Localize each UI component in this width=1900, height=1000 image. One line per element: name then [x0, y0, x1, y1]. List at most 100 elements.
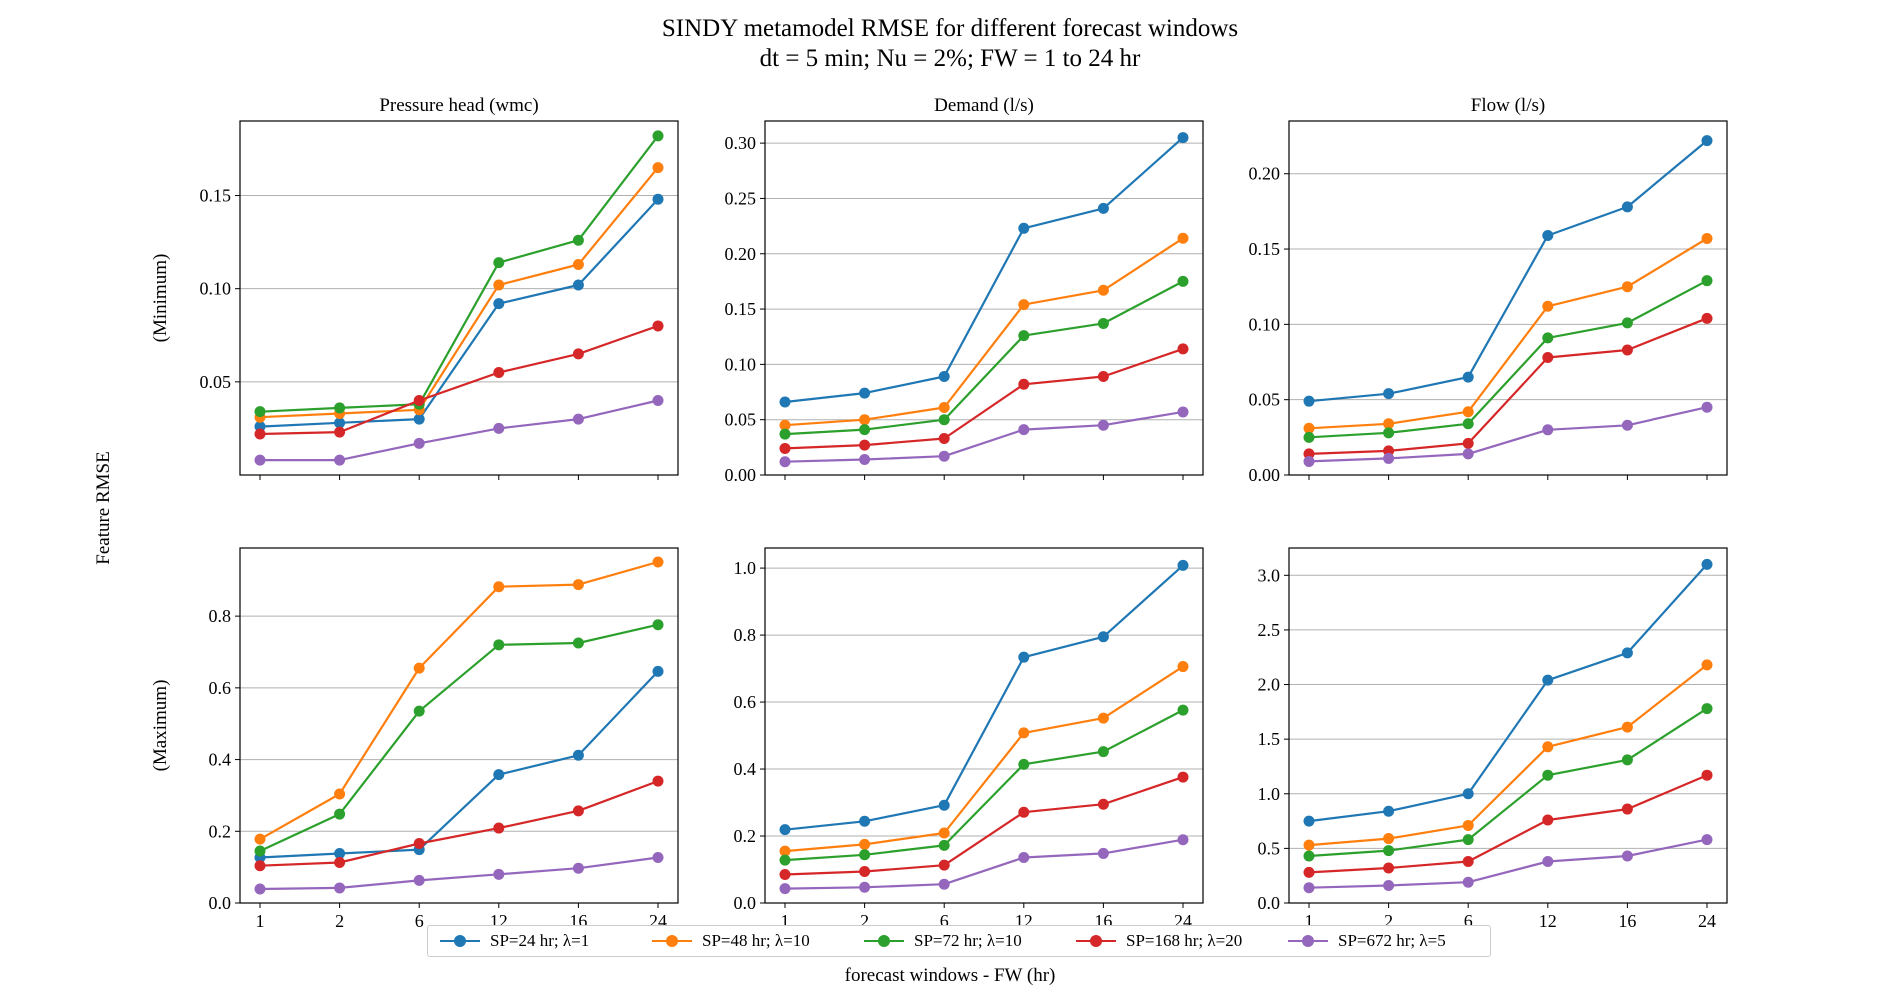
x-tick-label: 6: [1464, 911, 1473, 931]
axes-frame: [764, 547, 1204, 904]
data-point: [254, 406, 266, 418]
data-point: [1303, 839, 1315, 851]
data-point: [334, 808, 346, 820]
series-line: [1308, 563, 1708, 823]
y-tick-label: 0.25: [725, 188, 757, 208]
y-tick-label: 1.5: [1258, 729, 1281, 749]
data-point: [1462, 819, 1474, 831]
y-tick-label: 0.2: [734, 826, 757, 846]
data-point: [572, 348, 584, 360]
y-tick-label: 3.0: [1258, 565, 1281, 585]
data-point: [334, 454, 346, 466]
series-line: [784, 237, 1184, 427]
data-point: [1383, 845, 1395, 857]
x-tick-label: 2: [860, 911, 869, 931]
data-point: [1462, 437, 1474, 449]
data-point: [1701, 703, 1713, 715]
data-point: [334, 417, 346, 429]
data-point: [254, 833, 266, 845]
data-point: [1462, 418, 1474, 430]
series-line: [1308, 317, 1708, 455]
legend-entry: SP=48 hr; λ=10: [640, 931, 852, 951]
data-point: [1621, 344, 1633, 356]
data-point: [938, 414, 950, 426]
data-point: [572, 862, 584, 874]
data-point: [493, 769, 505, 781]
data-point: [334, 426, 346, 438]
data-point: [1383, 833, 1395, 845]
subplot-title: Flow (l/s): [1471, 95, 1545, 116]
data-point: [1542, 769, 1554, 781]
data-point: [1018, 424, 1030, 436]
data-point: [1621, 754, 1633, 766]
y-tick-label: 2.5: [1258, 620, 1281, 640]
x-tick-label: 24: [1698, 911, 1716, 931]
data-point: [859, 424, 871, 436]
subplot: 0.05 0.10 0.15 Pressure head (wmc) (Minimum): [150, 95, 679, 480]
data-point: [413, 394, 425, 406]
data-point: [779, 869, 791, 881]
data-point: [779, 419, 791, 431]
data-point: [1303, 431, 1315, 443]
data-point: [413, 413, 425, 425]
legend-entry: SP=72 hr; λ=10: [852, 931, 1064, 951]
y-tick-label: 0.15: [1249, 239, 1281, 259]
figure-title: SINDY metamodel RMSE for different forec…: [661, 15, 1239, 42]
data-point: [1542, 855, 1554, 867]
series-line: [1308, 139, 1708, 403]
data-point: [1097, 746, 1109, 758]
data-point: [1097, 712, 1109, 724]
y-tick-label: 0.10: [1249, 314, 1281, 334]
data-point: [652, 130, 664, 142]
legend-swatch: [864, 935, 904, 947]
series-line: [259, 198, 659, 428]
series-line: [1308, 279, 1708, 439]
data-point: [413, 837, 425, 849]
data-point: [938, 839, 950, 851]
data-point: [1383, 427, 1395, 439]
data-point: [1701, 558, 1713, 570]
y-tick-label: 0.15: [200, 186, 232, 206]
data-point: [334, 788, 346, 800]
data-point: [1018, 727, 1030, 739]
data-point: [413, 705, 425, 717]
data-point: [779, 824, 791, 836]
data-point: [859, 849, 871, 861]
data-point: [652, 665, 664, 677]
series-line: [259, 780, 659, 867]
y-tick-label: 0.6: [734, 692, 757, 712]
data-point: [938, 859, 950, 871]
y-tick-label: 0.20: [725, 244, 757, 264]
data-point: [572, 749, 584, 761]
y-tick-label: 0.2: [209, 821, 232, 841]
series-line: [784, 410, 1184, 463]
data-point: [493, 581, 505, 593]
data-point: [572, 234, 584, 246]
series-line: [784, 564, 1184, 831]
data-point: [652, 619, 664, 631]
data-point: [938, 432, 950, 444]
y-tick-label: 0.5: [1258, 838, 1281, 858]
data-point: [779, 442, 791, 454]
x-tick-label: 1: [781, 911, 790, 931]
legend-entry: SP=168 hr; λ=20: [1064, 931, 1276, 951]
y-tick-label: 0.0: [1258, 893, 1281, 913]
data-point: [493, 367, 505, 379]
data-point: [1177, 132, 1189, 144]
data-point: [572, 579, 584, 591]
data-point: [859, 387, 871, 399]
axes-frame: [239, 547, 679, 904]
data-point: [938, 878, 950, 890]
legend-swatch: [1076, 935, 1116, 947]
data-point: [1621, 201, 1633, 213]
data-point: [1621, 721, 1633, 733]
data-point: [1018, 806, 1030, 818]
data-point: [1383, 862, 1395, 874]
series-line: [259, 324, 659, 436]
x-tick-label: 1: [1305, 911, 1314, 931]
data-point: [1462, 834, 1474, 846]
data-point: [1018, 378, 1030, 390]
x-tick-label: 6: [415, 911, 424, 931]
y-tick-label: 0.00: [725, 465, 757, 485]
series-line: [259, 135, 659, 413]
